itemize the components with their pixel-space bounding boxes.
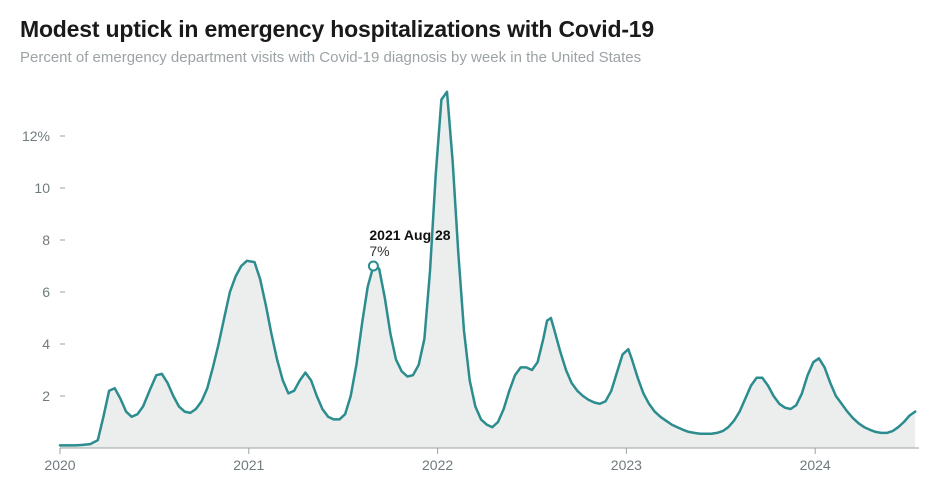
x-tick-label: 2023 (611, 457, 642, 473)
callout-date: 2021 Aug 28 (369, 227, 450, 243)
area-fill (60, 92, 915, 448)
callout-marker (369, 262, 378, 271)
chart-title: Modest uptick in emergency hospitalizati… (20, 16, 929, 43)
chart-area: 2 4 6 8 10 12% 2020 2021 2022 2023 2024 2021 Aug 28… (20, 76, 929, 476)
y-tick-label: 8 (42, 232, 50, 248)
x-tick-label: 2021 (233, 457, 264, 473)
x-tick-label: 2020 (44, 457, 75, 473)
series-line (60, 92, 915, 446)
y-tick-label: 10 (34, 180, 50, 196)
y-tick-label: 4 (42, 336, 50, 352)
callout-value: 7% (369, 243, 389, 259)
y-tick-label: 6 (42, 284, 50, 300)
x-tick-label: 2024 (800, 457, 831, 473)
x-tick-label: 2022 (422, 457, 453, 473)
chart-subtitle: Percent of emergency department visits w… (20, 49, 929, 66)
y-tick-label: 2 (42, 388, 50, 404)
y-tick-label: 12% (22, 128, 50, 144)
